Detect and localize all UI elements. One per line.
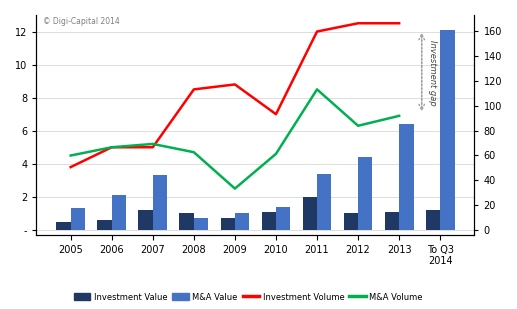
Bar bbox=[344, 214, 358, 230]
Bar bbox=[276, 207, 291, 230]
Bar bbox=[426, 210, 440, 230]
Bar bbox=[302, 197, 317, 230]
Bar bbox=[221, 218, 235, 230]
Legend: Investment Value, M&A Value, Investment Volume, M&A Volume: Investment Value, M&A Value, Investment … bbox=[70, 289, 426, 305]
Bar bbox=[56, 222, 71, 230]
Bar bbox=[139, 210, 153, 230]
Bar bbox=[235, 214, 249, 230]
Bar bbox=[112, 195, 126, 230]
Bar bbox=[317, 174, 331, 230]
Bar bbox=[358, 157, 372, 230]
Bar bbox=[385, 212, 399, 230]
Bar bbox=[71, 208, 85, 230]
Bar bbox=[399, 124, 414, 230]
Bar bbox=[153, 175, 167, 230]
Bar bbox=[194, 218, 208, 230]
Text: © Digi-Capital 2014: © Digi-Capital 2014 bbox=[43, 17, 120, 26]
Bar bbox=[440, 30, 454, 230]
Bar bbox=[262, 212, 276, 230]
Bar bbox=[97, 220, 112, 230]
Bar bbox=[179, 214, 194, 230]
Text: Investment gap: Investment gap bbox=[428, 40, 437, 106]
